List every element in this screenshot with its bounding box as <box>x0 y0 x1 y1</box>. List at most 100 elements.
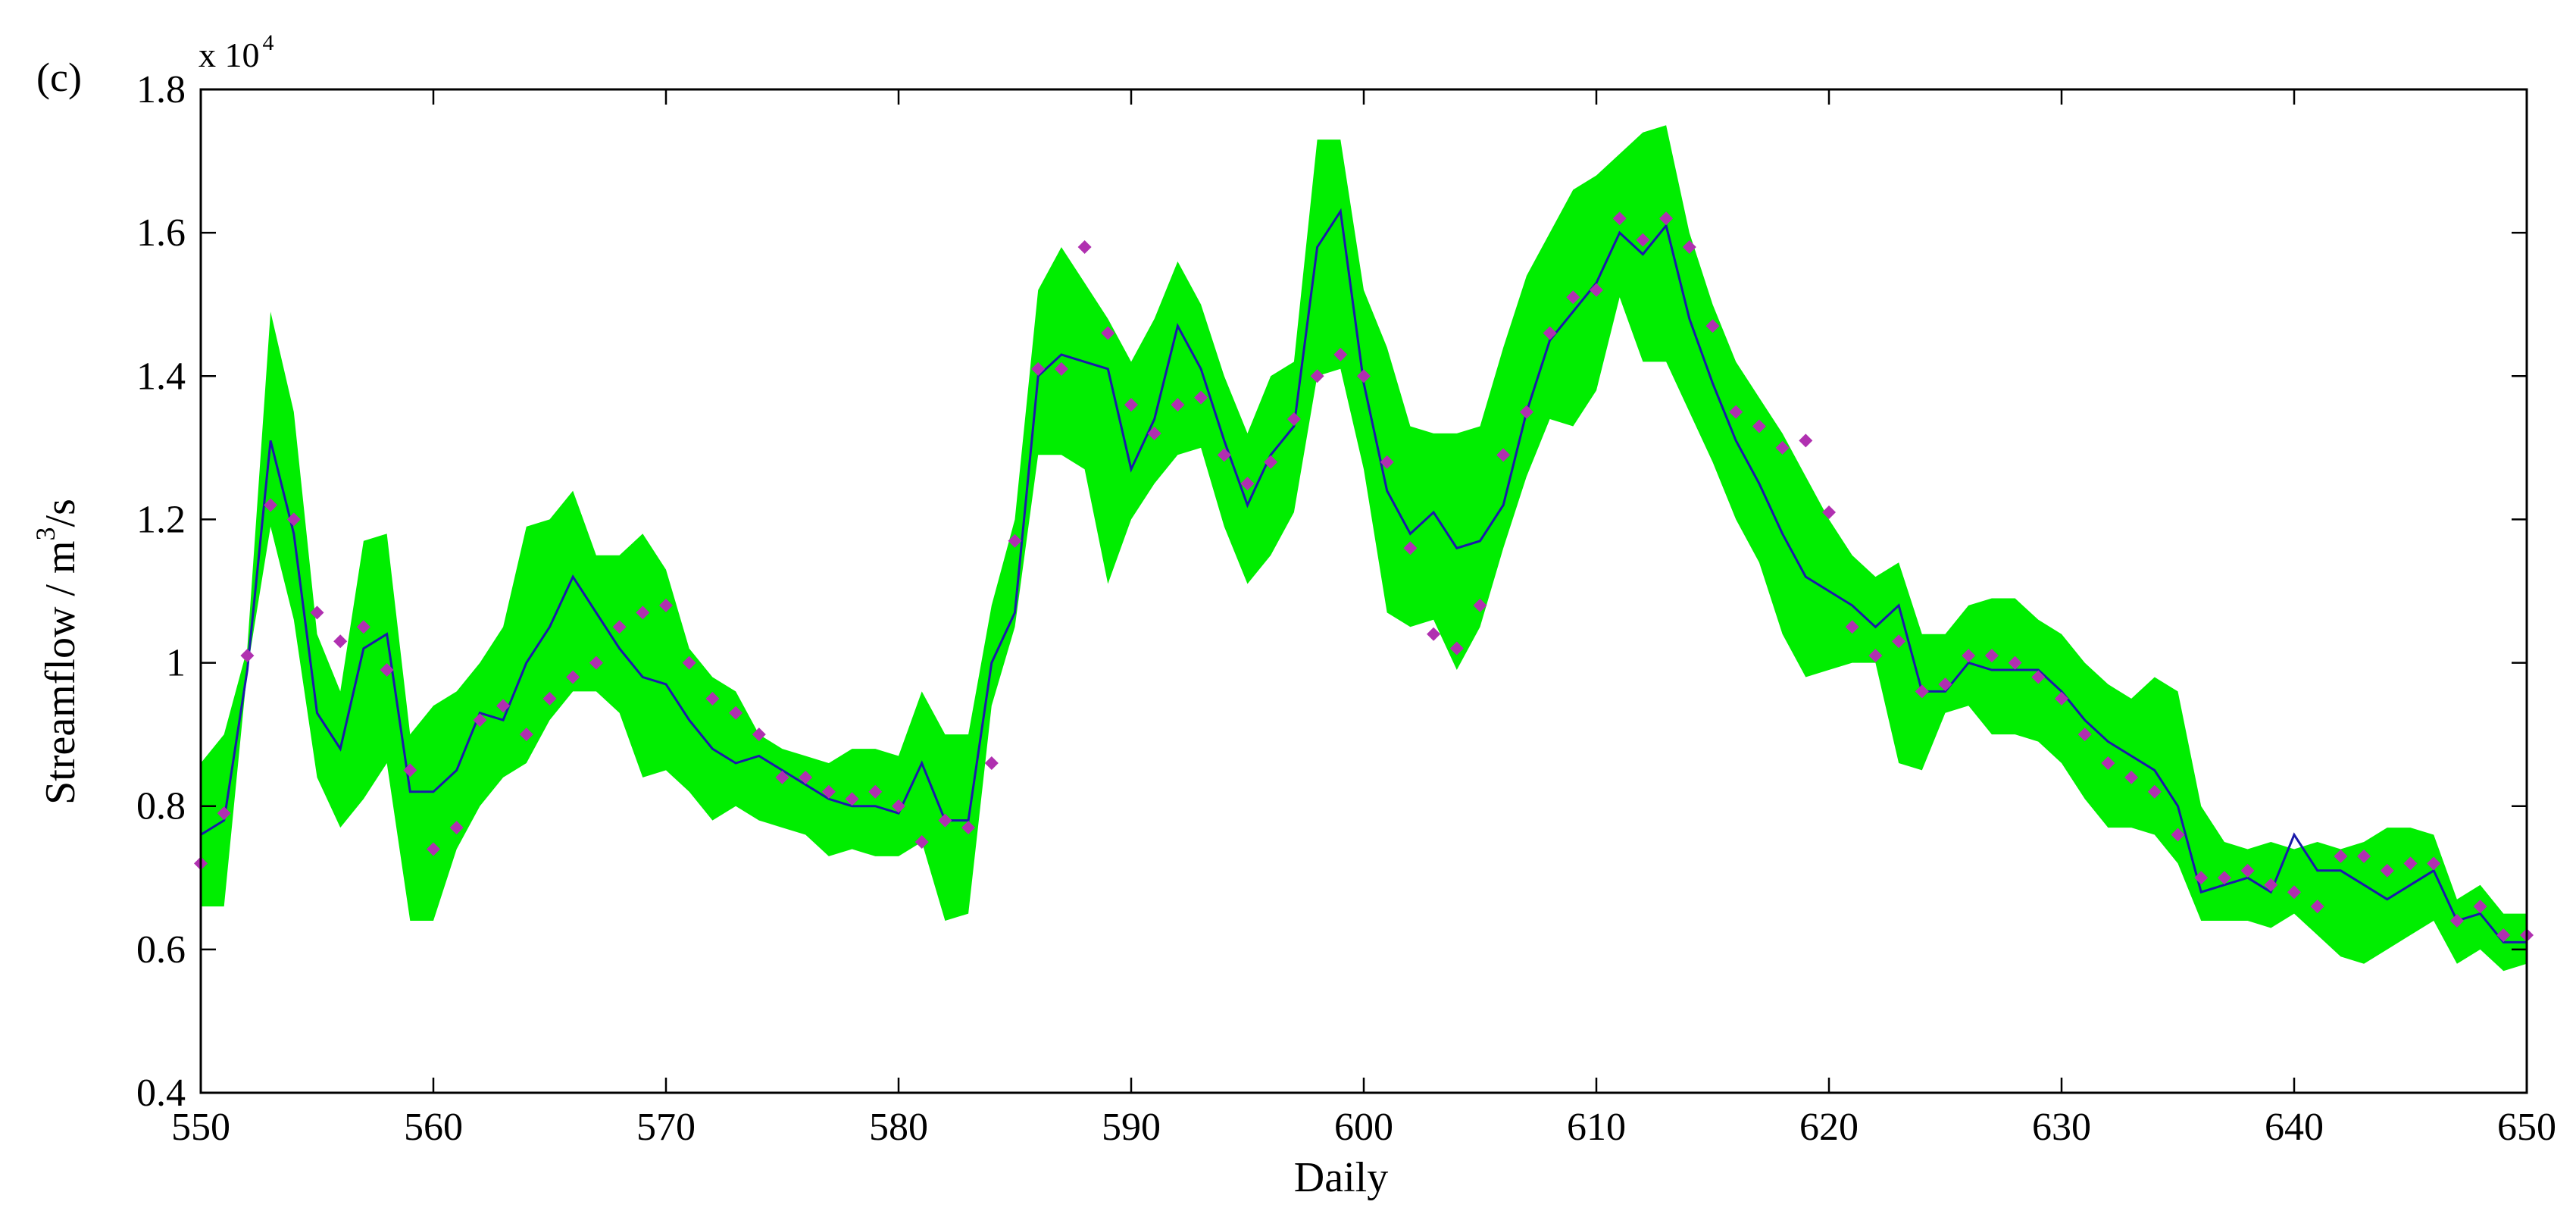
observed-point <box>1868 649 1883 663</box>
observed-point <box>1984 649 1999 663</box>
observed-point <box>729 706 743 720</box>
y-tick-label: 1.6 <box>136 211 186 255</box>
observed-point <box>2496 928 2511 942</box>
observed-point <box>2310 900 2324 914</box>
observed-point <box>449 821 464 835</box>
observed-point <box>1962 649 1976 663</box>
observed-point <box>1286 412 1301 427</box>
x-axis-label: Daily <box>1294 1154 1388 1201</box>
observed-point <box>1240 477 1255 491</box>
y-tick-label: 0.8 <box>136 785 186 828</box>
observed-point <box>2147 784 2162 799</box>
observed-point <box>1147 426 1161 440</box>
observed-point <box>984 756 999 770</box>
observed-point <box>2473 900 2487 914</box>
observed-point <box>1077 240 1092 255</box>
observed-point <box>1380 455 1394 469</box>
observed-point <box>566 670 580 684</box>
observed-point <box>2171 828 2185 842</box>
y-tick-label: 1 <box>166 642 186 685</box>
y-axis-ticks: 0.4 0.6 0.8 1 1.2 1.4 1.6 1.8 <box>136 68 2527 1115</box>
observed-point <box>821 784 836 799</box>
y-tick-label: 1.8 <box>136 68 186 111</box>
observed-point <box>2217 871 2231 885</box>
observed-point <box>403 763 417 778</box>
observed-point <box>1449 641 1464 656</box>
x-tick-label: 640 <box>2265 1106 2324 1149</box>
observed-point <box>1496 448 1511 462</box>
y-tick-label: 0.6 <box>136 928 186 972</box>
observed-point <box>961 821 976 835</box>
observed-point <box>2194 871 2209 885</box>
observed-point <box>1008 534 1022 548</box>
observed-point <box>1473 598 1487 612</box>
observed-point <box>2380 863 2394 878</box>
observed-point <box>612 620 627 634</box>
axis-scale-label: x 10 4 <box>199 30 274 74</box>
observed-point <box>868 784 883 799</box>
observed-point <box>1264 455 1278 469</box>
median-line-layer <box>200 208 2527 943</box>
observed-point <box>2334 849 2348 863</box>
observed-point <box>1682 240 1696 255</box>
observed-point <box>752 728 766 742</box>
observed-point <box>1915 684 1929 699</box>
observed-point <box>2264 878 2278 892</box>
y-tick-label: 1.4 <box>136 355 186 398</box>
y-tick-label: 1.2 <box>136 498 186 541</box>
y-tick-label: 0.4 <box>136 1072 186 1115</box>
observed-point <box>1892 634 1906 649</box>
observed-point <box>519 728 533 742</box>
observed-point <box>1752 419 1766 433</box>
observed-point <box>310 606 324 620</box>
observed-point <box>845 792 859 806</box>
observed-point <box>1729 405 1743 419</box>
observed-point <box>682 656 696 670</box>
observed-point <box>427 842 440 856</box>
observed-point <box>1590 283 1603 297</box>
observed-point <box>496 699 511 713</box>
observed-point <box>2240 863 2255 878</box>
observed-point <box>589 656 603 670</box>
observed-point <box>217 806 231 821</box>
observed-point <box>2287 885 2301 900</box>
observed-point <box>1775 440 1790 455</box>
observed-point <box>2031 670 2046 684</box>
observed-point <box>2101 756 2115 770</box>
panel-label: (c) <box>36 55 82 100</box>
observed-point <box>1543 326 1557 340</box>
observed-point <box>286 512 301 527</box>
observed-point <box>1822 505 1836 519</box>
observed-point <box>1799 433 1813 448</box>
observed-point <box>1566 290 1580 305</box>
observed-point <box>1845 620 1859 634</box>
observed-point <box>2449 914 2464 928</box>
observed-point <box>333 634 348 649</box>
observed-point <box>2357 849 2371 863</box>
observed-point <box>636 606 650 620</box>
observed-point <box>1101 326 1115 340</box>
observed-point <box>2055 691 2068 706</box>
observed-point <box>1427 627 1441 641</box>
observed-point <box>2124 770 2139 784</box>
simulated-line <box>200 208 2527 943</box>
observed-point <box>1171 398 1185 412</box>
observed-point <box>2077 728 2092 742</box>
observed-point <box>914 835 929 849</box>
observed-point <box>380 663 394 677</box>
observed-point <box>1612 211 1627 226</box>
observed-points-layer <box>194 211 2534 942</box>
x-tick-label: 560 <box>404 1106 463 1149</box>
x-tick-label: 650 <box>2497 1106 2556 1149</box>
x-tick-label: 600 <box>1334 1106 1393 1149</box>
observed-point <box>1705 319 1720 333</box>
y-axis-label: Streamflow / m3/s <box>30 499 84 805</box>
observed-point <box>264 498 278 512</box>
x-tick-label: 570 <box>636 1106 696 1149</box>
uncertainty-band-layer <box>201 125 2527 972</box>
observed-point <box>1333 347 1348 361</box>
observed-point <box>775 770 789 784</box>
x-tick-label: 550 <box>171 1106 230 1149</box>
